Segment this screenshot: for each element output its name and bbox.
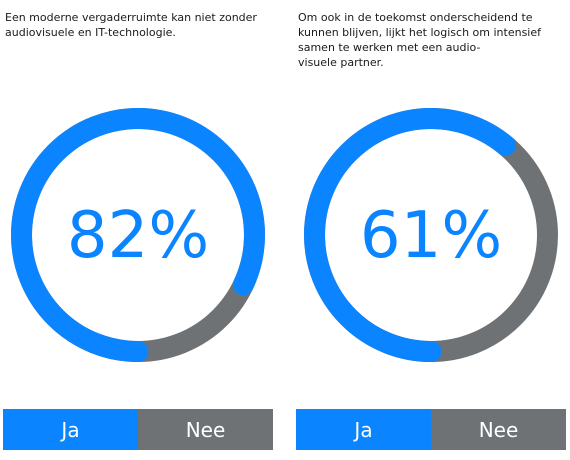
- donut-ja-arc-2: [304, 108, 558, 362]
- donut-chart-1: 82%: [11, 108, 265, 362]
- legend-ja-2: Ja: [296, 409, 431, 450]
- donut-ja-arc-1: [11, 108, 265, 362]
- percentage-label-2: 61%: [360, 199, 502, 273]
- legend-nee-2: Nee: [431, 409, 566, 450]
- legend-2: Ja Nee: [296, 409, 566, 450]
- percentage-label-1: 82%: [67, 199, 209, 273]
- question-text-1: Een moderne vergaderruimte kan niet zond…: [5, 11, 257, 39]
- legend-ja-1: Ja: [3, 409, 138, 450]
- donut-chart-2: 61%: [304, 108, 558, 362]
- chart-panel-2: Om ook in de toekomst onderscheidend te …: [296, 0, 566, 460]
- legend-nee-1: Nee: [138, 409, 273, 450]
- legend-1: Ja Nee: [3, 409, 273, 450]
- question-text-2: Om ook in de toekomst onderscheidend te …: [298, 11, 541, 69]
- chart-panel-1: Een moderne vergaderruimte kan niet zond…: [3, 0, 273, 460]
